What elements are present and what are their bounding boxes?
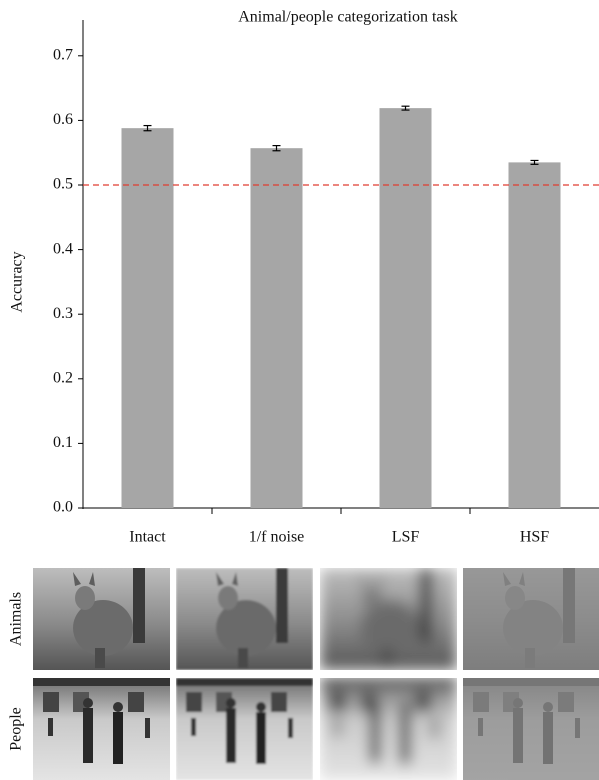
x-tick-label: Intact <box>129 529 166 546</box>
error-bar <box>530 159 539 165</box>
image <box>176 678 313 780</box>
image <box>320 678 457 780</box>
image <box>33 568 170 670</box>
bar <box>250 148 303 509</box>
image <box>463 678 599 780</box>
image-grid: Animals People <box>8 568 599 780</box>
y-tick-label: 0.2 <box>53 369 73 386</box>
y-tick-label: 0.3 <box>53 305 73 322</box>
x-tick-label: LSF <box>392 529 420 546</box>
y-tick-label: 0.1 <box>53 434 73 451</box>
row-label: People <box>8 707 25 751</box>
y-tick-label: 0.5 <box>53 176 73 193</box>
bar <box>379 108 432 508</box>
error-bar <box>401 105 410 111</box>
bar <box>121 128 174 509</box>
chart-title: Animal/people categorization task <box>238 9 457 26</box>
bar <box>508 162 561 508</box>
image <box>33 678 170 780</box>
x-tick-label: HSF <box>520 529 549 546</box>
row-label: Animals <box>8 592 25 646</box>
y-tick-label: 0.4 <box>53 240 73 257</box>
y-axis-label: Accuracy <box>9 251 26 312</box>
error-bar <box>272 144 281 152</box>
x-tick-label: 1/f noise <box>249 529 305 546</box>
y-tick-label: 0.6 <box>53 111 73 128</box>
image <box>463 568 599 670</box>
image <box>176 568 313 670</box>
error-bar <box>143 124 152 132</box>
image <box>320 568 457 670</box>
y-tick-label: 0.7 <box>53 46 73 63</box>
y-tick-label: 0.0 <box>53 499 73 516</box>
